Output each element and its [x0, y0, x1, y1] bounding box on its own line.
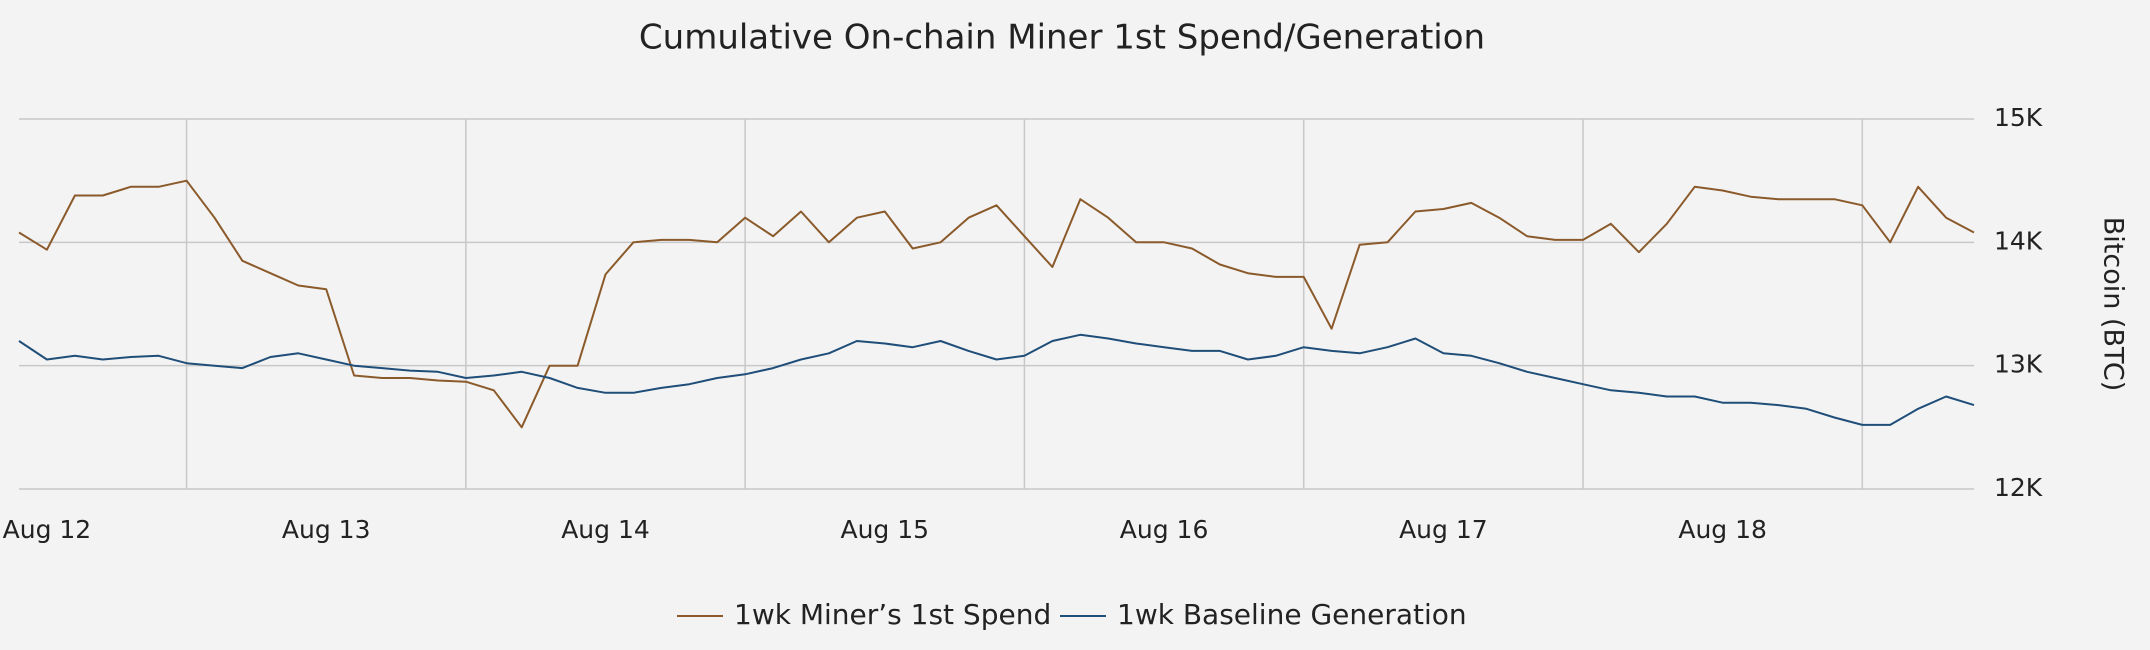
- x-tick-label: Aug 14: [561, 515, 650, 544]
- legend-label: 1wk Miner’s 1st Spend: [734, 598, 1051, 631]
- x-tick-label: Aug 18: [1678, 515, 1767, 544]
- y-tick-label: 15K: [1994, 103, 2043, 132]
- series-line: [18, 179, 1975, 429]
- y-tick-label: 13K: [1994, 350, 2043, 379]
- y-axis-label: Bitcoin (BTC): [2098, 217, 2129, 392]
- series-line: [18, 333, 1975, 426]
- x-tick-label: Aug 16: [1120, 515, 1209, 544]
- x-tick-label: Aug 17: [1399, 515, 1488, 544]
- x-tick-label: Aug 13: [282, 515, 371, 544]
- x-tick-label: Aug 12: [3, 515, 92, 544]
- x-tick-label: Aug 15: [840, 515, 929, 544]
- y-tick-label: 14K: [1994, 226, 2043, 255]
- legend-label: 1wk Baseline Generation: [1117, 598, 1467, 631]
- chart-title: Cumulative On-chain Miner 1st Spend/Gene…: [639, 18, 1485, 58]
- y-tick-label: 12K: [1994, 473, 2043, 502]
